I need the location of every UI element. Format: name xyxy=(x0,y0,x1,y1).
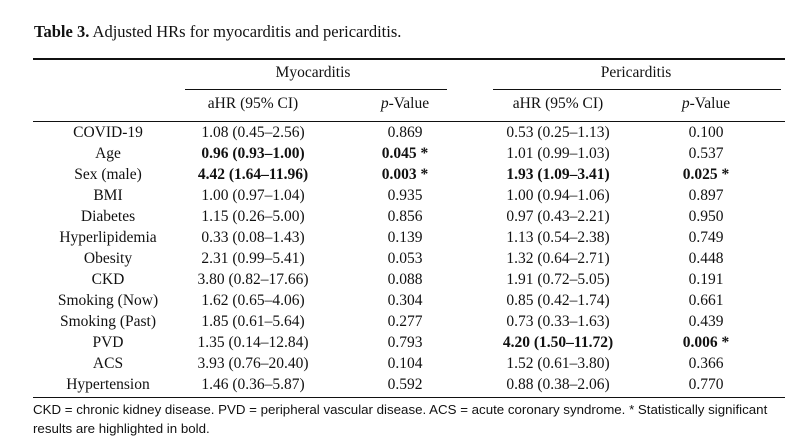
p-italic: p xyxy=(380,95,389,112)
cell-peri-ahr: 1.01 (0.99–1.03) xyxy=(506,145,610,162)
cell-myo-p: 0.592 xyxy=(387,376,423,393)
cell-myo-p: 0.793 xyxy=(387,334,423,351)
table-caption: Table 3. Adjusted HRs for myocarditis an… xyxy=(34,22,401,42)
row-label: BMI xyxy=(93,187,123,204)
col-header-myo-ahr: aHR (95% CI) xyxy=(207,95,299,112)
cell-peri-p: 0.439 xyxy=(688,313,724,330)
cell-myo-ahr: 1.08 (0.45–2.56) xyxy=(201,124,305,141)
row-label: ACS xyxy=(92,355,124,372)
row-label: Obesity xyxy=(83,250,133,267)
cell-peri-p: 0.366 xyxy=(688,355,724,372)
p-rest: -Value xyxy=(388,95,430,112)
cell-myo-p: 0.104 xyxy=(387,355,423,372)
table-top-rule xyxy=(33,58,785,60)
cell-myo-p: 0.088 xyxy=(387,271,423,288)
table-header-rule xyxy=(33,121,785,122)
cell-peri-ahr: 1.91 (0.72–5.05) xyxy=(506,271,610,288)
row-label: COVID-19 xyxy=(73,124,143,141)
cell-peri-p: 0.661 xyxy=(688,292,724,309)
myocarditis-group-rule xyxy=(185,89,447,90)
row-label: Smoking (Now) xyxy=(57,292,159,309)
cell-myo-ahr: 1.00 (0.97–1.04) xyxy=(201,187,305,204)
cell-peri-p: 0.770 xyxy=(688,376,724,393)
cell-peri-p: 0.100 xyxy=(688,124,724,141)
p-rest: -Value xyxy=(689,95,731,112)
table-caption-text: Adjusted HRs for myocarditis and pericar… xyxy=(92,22,402,41)
cell-peri-ahr: 1.32 (0.64–2.71) xyxy=(506,250,610,267)
cell-peri-ahr: 0.53 (0.25–1.13) xyxy=(506,124,610,141)
cell-peri-ahr: 1.93 (1.09–3.41) xyxy=(506,166,610,183)
cell-myo-p: 0.003 * xyxy=(381,166,429,183)
cell-myo-p: 0.935 xyxy=(387,187,423,204)
cell-peri-p: 0.897 xyxy=(688,187,724,204)
row-label: Sex (male) xyxy=(74,166,142,183)
cell-peri-ahr: 0.97 (0.43–2.21) xyxy=(506,208,610,225)
row-label: Hyperlipidemia xyxy=(59,229,157,246)
cell-myo-ahr: 0.33 (0.08–1.43) xyxy=(201,229,305,246)
cell-peri-p: 0.749 xyxy=(688,229,724,246)
cell-peri-ahr: 1.13 (0.54–2.38) xyxy=(506,229,610,246)
col-header-peri-ahr: aHR (95% CI) xyxy=(512,95,604,112)
table-footnote: CKD = chronic kidney disease. PVD = peri… xyxy=(33,402,768,436)
cell-myo-ahr: 1.85 (0.61–5.64) xyxy=(201,313,305,330)
col-header-myo-pvalue: p-Value xyxy=(355,94,455,114)
cell-peri-ahr: 1.52 (0.61–3.80) xyxy=(506,355,610,372)
cell-myo-p: 0.045 * xyxy=(381,145,429,162)
cell-myo-ahr: 0.96 (0.93–1.00) xyxy=(201,145,305,162)
row-label: Age xyxy=(95,145,121,162)
cell-myo-ahr: 3.93 (0.76–20.40) xyxy=(197,355,309,372)
group-header-myocarditis: Myocarditis xyxy=(275,64,351,81)
cell-peri-ahr: 1.00 (0.94–1.06) xyxy=(506,187,610,204)
row-label: Diabetes xyxy=(80,208,136,225)
table-caption-label: Table 3. xyxy=(34,22,90,41)
cell-myo-p: 0.277 xyxy=(387,313,423,330)
cell-myo-p: 0.856 xyxy=(387,208,423,225)
row-label: CKD xyxy=(91,271,125,288)
cell-peri-p: 0.537 xyxy=(688,145,724,162)
p-italic: p xyxy=(681,95,690,112)
cell-peri-p: 0.191 xyxy=(688,271,724,288)
cell-peri-ahr: 0.85 (0.42–1.74) xyxy=(506,292,610,309)
cell-myo-ahr: 1.46 (0.36–5.87) xyxy=(201,376,305,393)
cell-peri-ahr: 4.20 (1.50–11.72) xyxy=(502,334,614,351)
cell-myo-ahr: 2.31 (0.99–5.41) xyxy=(201,250,305,267)
cell-myo-p: 0.304 xyxy=(387,292,423,309)
cell-peri-p: 0.950 xyxy=(688,208,724,225)
cell-peri-ahr: 0.73 (0.33–1.63) xyxy=(506,313,610,330)
cell-peri-p: 0.448 xyxy=(688,250,724,267)
cell-peri-ahr: 0.88 (0.38–2.06) xyxy=(506,376,610,393)
cell-peri-p: 0.025 * xyxy=(682,166,730,183)
row-label: PVD xyxy=(92,334,124,351)
cell-myo-p: 0.139 xyxy=(387,229,423,246)
row-label: Smoking (Past) xyxy=(59,313,157,330)
cell-myo-p: 0.869 xyxy=(387,124,423,141)
cell-myo-ahr: 4.42 (1.64–11.96) xyxy=(197,166,309,183)
cell-peri-p: 0.006 * xyxy=(682,334,730,351)
cell-myo-p: 0.053 xyxy=(387,250,423,267)
cell-myo-ahr: 1.15 (0.26–5.00) xyxy=(201,208,305,225)
pericarditis-group-rule xyxy=(493,89,781,90)
cell-myo-ahr: 1.35 (0.14–12.84) xyxy=(197,334,309,351)
col-header-peri-pvalue: p-Value xyxy=(656,94,756,114)
cell-myo-ahr: 1.62 (0.65–4.06) xyxy=(201,292,305,309)
row-label: Hypertension xyxy=(66,376,150,393)
cell-myo-ahr: 3.80 (0.82–17.66) xyxy=(197,271,309,288)
table-bottom-rule xyxy=(33,397,785,398)
group-header-pericarditis: Pericarditis xyxy=(600,64,672,81)
